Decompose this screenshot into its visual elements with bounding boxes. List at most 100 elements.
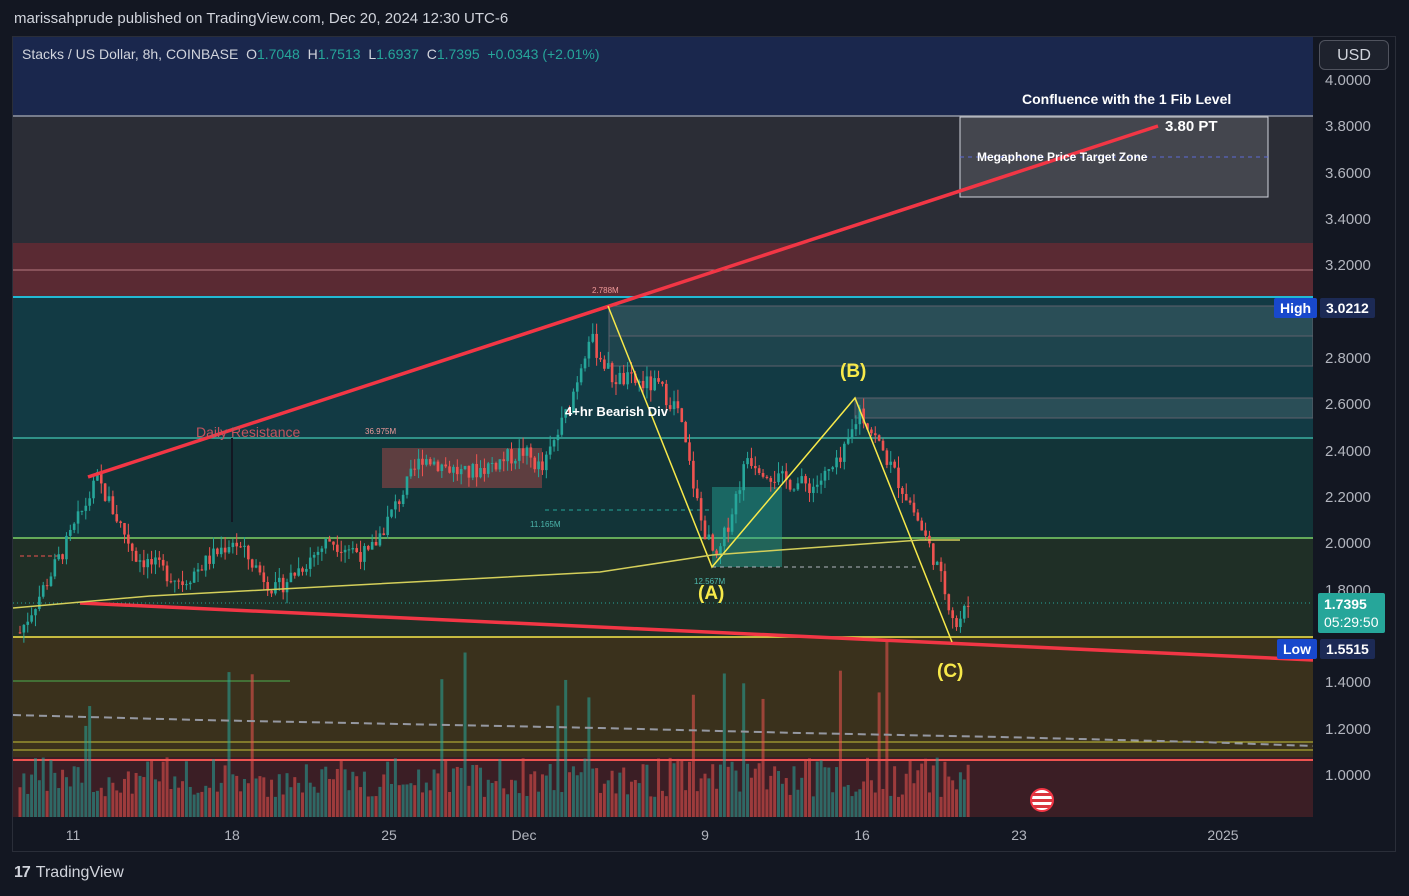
candle-body: [254, 565, 258, 568]
volume-bar: [153, 779, 157, 817]
currency-button[interactable]: USD: [1319, 40, 1389, 70]
candle-body: [804, 476, 807, 484]
candle-body: [483, 467, 486, 474]
volume-bar: [753, 768, 757, 817]
candle-body: [750, 458, 753, 466]
price-tick: 2.0000: [1325, 535, 1371, 553]
candle-body: [781, 471, 784, 474]
candle-body: [231, 542, 235, 548]
candle-body: [912, 502, 916, 513]
candle-body: [324, 539, 328, 549]
price-tick: 2.6000: [1325, 396, 1371, 414]
candle-body: [417, 458, 420, 470]
candle-body: [359, 552, 362, 562]
volume-bar: [649, 796, 653, 817]
tradingview-logo[interactable]: 17 TradingView: [14, 864, 124, 882]
volume-bar: [57, 788, 61, 817]
candle-body: [436, 461, 440, 471]
volume-bar: [428, 790, 432, 817]
wave-a-label: (A): [698, 583, 725, 604]
volume-bar: [304, 764, 308, 817]
candle-body: [637, 380, 641, 383]
volume-bar: [467, 785, 471, 817]
volume-bar: [475, 764, 479, 817]
candle-body: [397, 501, 401, 505]
volume-bar: [722, 673, 726, 817]
volume-bar: [308, 782, 312, 817]
volume-bar: [157, 781, 161, 817]
candle-body: [680, 408, 684, 423]
candle-body: [777, 473, 780, 483]
candle-body: [351, 548, 355, 550]
candle-body: [235, 542, 239, 547]
candle-body: [92, 480, 95, 499]
candle-body: [800, 476, 804, 484]
candle-body: [262, 572, 266, 583]
candle-body: [657, 378, 660, 382]
candle-body: [370, 541, 374, 550]
volume-bar: [351, 771, 355, 817]
candle-body: [757, 468, 761, 473]
volume-bar: [378, 786, 382, 817]
zone-teal: [13, 297, 1313, 437]
zone-teal-2: [13, 437, 1313, 537]
volume-bar: [212, 759, 215, 817]
volume-bar: [684, 790, 688, 817]
volume-bar: [33, 758, 37, 817]
candle-body: [274, 582, 277, 594]
volume-bar: [571, 766, 575, 817]
candle-body: [622, 372, 626, 385]
volume-bar: [320, 769, 324, 817]
candle-body: [881, 440, 885, 451]
volume-bar: [746, 763, 750, 817]
volume-bar: [486, 779, 490, 817]
candle-body: [568, 409, 571, 413]
candle-body: [715, 550, 718, 555]
candle-body: [456, 466, 459, 475]
candle-body: [212, 548, 215, 564]
candle-body: [76, 511, 80, 524]
volume-bar: [506, 794, 510, 817]
candle-body: [308, 557, 312, 569]
candle-body: [130, 543, 134, 551]
candle-body: [103, 483, 107, 501]
volume-bar: [544, 775, 548, 817]
volume-bar: [610, 770, 614, 817]
candle-body: [935, 561, 939, 565]
candle-body: [289, 572, 293, 583]
candle-body: [904, 493, 908, 501]
candle-body: [219, 547, 223, 555]
volume-bar: [711, 764, 715, 817]
candle-body: [699, 498, 703, 521]
candle-body: [53, 559, 57, 577]
candle-body: [784, 471, 788, 480]
candle-body: [843, 443, 846, 462]
volume-bar: [769, 775, 773, 817]
zone-olive: [13, 537, 1313, 637]
volume-bar: [258, 776, 262, 817]
candle-body: [831, 467, 834, 470]
volume-bar: [958, 772, 962, 817]
candle-body: [305, 568, 308, 572]
volume-bar: [718, 764, 722, 817]
candle-body: [924, 530, 927, 536]
us-flag-icon[interactable]: [1030, 788, 1054, 812]
candle-body: [769, 478, 773, 482]
volume-bar: [877, 692, 881, 817]
volume-bar: [134, 772, 138, 817]
candle-body: [641, 380, 645, 389]
time-tick: 9: [701, 827, 709, 843]
volume-bar: [645, 764, 649, 817]
volume-bar: [479, 767, 483, 817]
volume-bar: [629, 781, 633, 817]
volume-bar: [130, 793, 134, 817]
candle-body: [22, 624, 26, 633]
candle-body: [216, 548, 219, 555]
volume-bar: [239, 791, 243, 817]
candles: [18, 323, 970, 643]
volume-bar: [773, 766, 777, 817]
volume-bar: [18, 787, 22, 817]
candle-body: [819, 480, 823, 485]
candle-body: [552, 440, 556, 447]
